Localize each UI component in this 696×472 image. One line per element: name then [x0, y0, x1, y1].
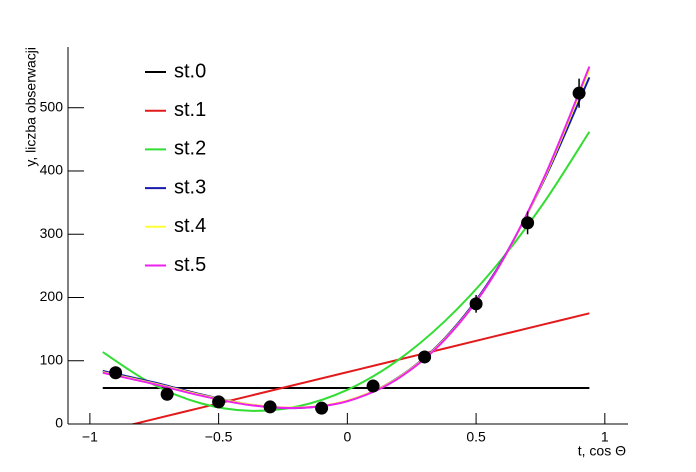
fit-curve	[129, 312, 590, 424]
y-tick-label: 100	[40, 351, 64, 367]
y-tick-label: 300	[40, 225, 64, 241]
fit-curve	[102, 131, 591, 412]
x-tick-label: 0	[343, 429, 351, 445]
legend-label: st.5	[174, 254, 206, 276]
y-tick-label: 0	[55, 415, 63, 431]
y-tick-label: 200	[40, 288, 64, 304]
x-tick-label: −1	[82, 429, 98, 445]
legend-label: st.0	[174, 60, 206, 82]
legend-label: st.3	[174, 176, 206, 198]
fit-curve	[102, 66, 591, 410]
x-axis-label: t, cos Θ	[578, 443, 626, 459]
data-point	[315, 401, 329, 415]
y-tick-label: 400	[40, 162, 64, 178]
y-tick-label: 500	[40, 98, 64, 114]
x-tick-label: −0.5	[205, 429, 233, 445]
legend-label: st.2	[174, 138, 206, 160]
data-point	[366, 379, 380, 393]
legend-label: st.4	[174, 215, 206, 237]
data-point	[160, 387, 174, 401]
data-point	[212, 395, 226, 409]
legend-label: st.1	[174, 99, 206, 121]
data-point	[263, 400, 277, 414]
data-point	[572, 86, 586, 100]
curves	[102, 66, 591, 424]
data-point	[109, 366, 123, 380]
data-point	[521, 216, 535, 230]
x-tick-label: 1	[601, 429, 609, 445]
x-tick-label: 0.5	[466, 429, 486, 445]
y-axis-label: y, liczba obserwacji	[23, 47, 39, 167]
data-point	[418, 350, 432, 364]
data-point	[469, 297, 483, 311]
